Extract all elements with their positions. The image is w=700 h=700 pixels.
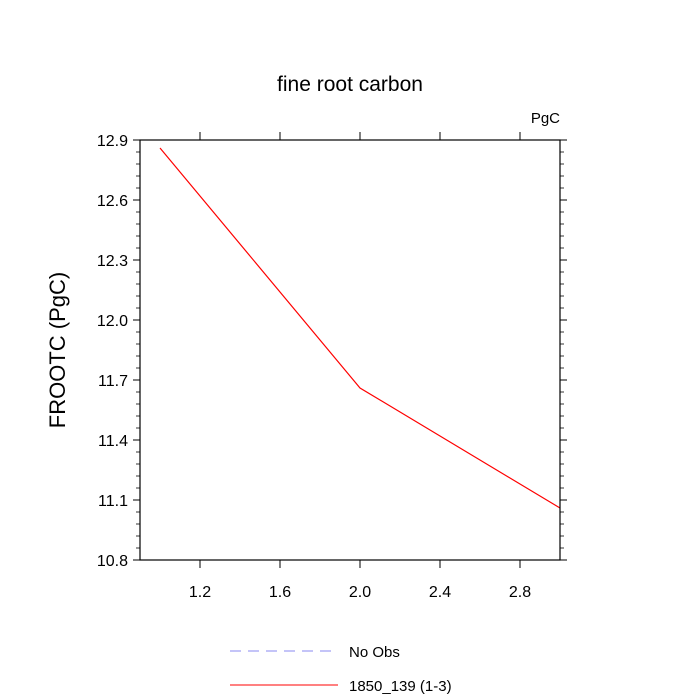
- x-tick-label: 2.8: [509, 584, 531, 601]
- y-tick-label: 11.1: [98, 493, 128, 510]
- x-tick-label: 1.2: [189, 584, 211, 601]
- y-tick-label: 12.6: [97, 193, 128, 210]
- plot-area: 10.8 11.1 11.4 11.7 12.0 12.3 12.6 12.9 1.2 1.6 2.…: [97, 132, 567, 601]
- y-axis-label: FROOTC (PgC): [45, 272, 70, 428]
- y-tick-label: 11.4: [98, 433, 128, 450]
- y-tick-label: 12.0: [97, 313, 128, 330]
- x-tick-label: 1.6: [269, 584, 291, 601]
- plot-frame: [139, 139, 561, 561]
- series-line: [159, 147, 561, 509]
- y-tick-label: 12.9: [97, 133, 128, 150]
- y-tick-label: 10.8: [97, 553, 128, 570]
- chart-title: fine root carbon: [277, 73, 423, 96]
- legend: No Obs 1850_139 (1-3): [230, 644, 452, 695]
- legend-label: 1850_139 (1-3): [349, 678, 452, 695]
- units-label: PgC: [531, 110, 560, 127]
- y-tick-label: 12.3: [97, 253, 128, 270]
- x-tick-label: 2.4: [429, 584, 451, 601]
- y-tick-label: 11.7: [98, 373, 128, 390]
- x-tick-label: 2.0: [349, 584, 371, 601]
- legend-label: No Obs: [349, 644, 400, 661]
